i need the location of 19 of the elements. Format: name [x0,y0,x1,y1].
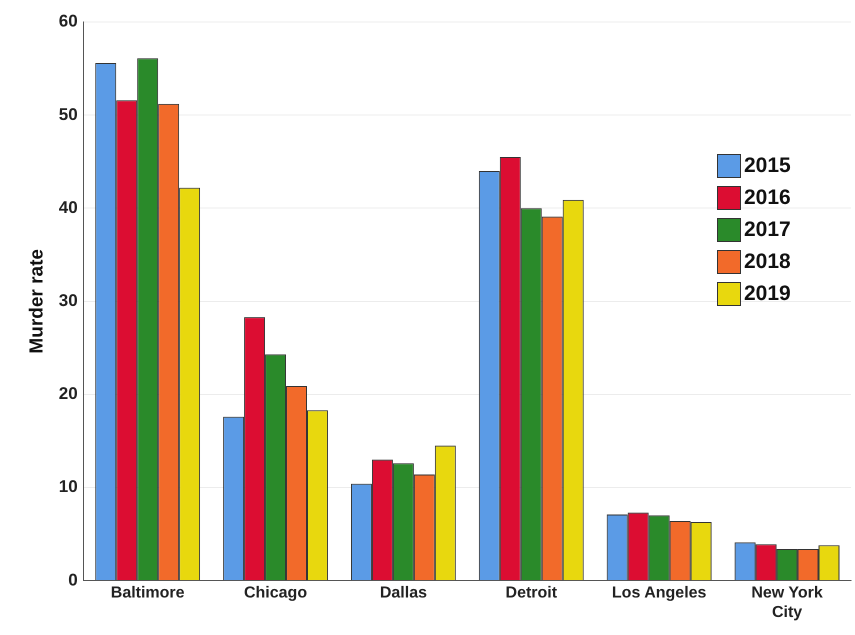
y-tick-label: 30 [58,290,78,310]
legend-label: 2019 [744,282,791,306]
legend-label: 2018 [744,250,791,274]
x-tick-label: Los Angeles [612,584,707,602]
legend-label: 2015 [744,154,791,178]
x-tick-label: Detroit [506,584,558,602]
y-tick-label: 20 [58,384,78,404]
y-tick-label: 60 [58,12,78,31]
x-tick-label: Baltimore [110,584,185,602]
y-tick-label: 40 [58,198,78,217]
y-tick-label: 0 [68,570,78,590]
y-tick-label: 50 [58,104,78,124]
legend-label: 2016 [744,186,791,210]
legend-label: 2017 [744,218,791,242]
y-tick-label: 10 [58,477,78,496]
x-tick-label: Chicago [244,584,308,602]
x-tick-label: Dallas [380,584,428,602]
y-axis-title: Murder rate [26,249,48,354]
x-tick-label: New York City [751,584,823,621]
